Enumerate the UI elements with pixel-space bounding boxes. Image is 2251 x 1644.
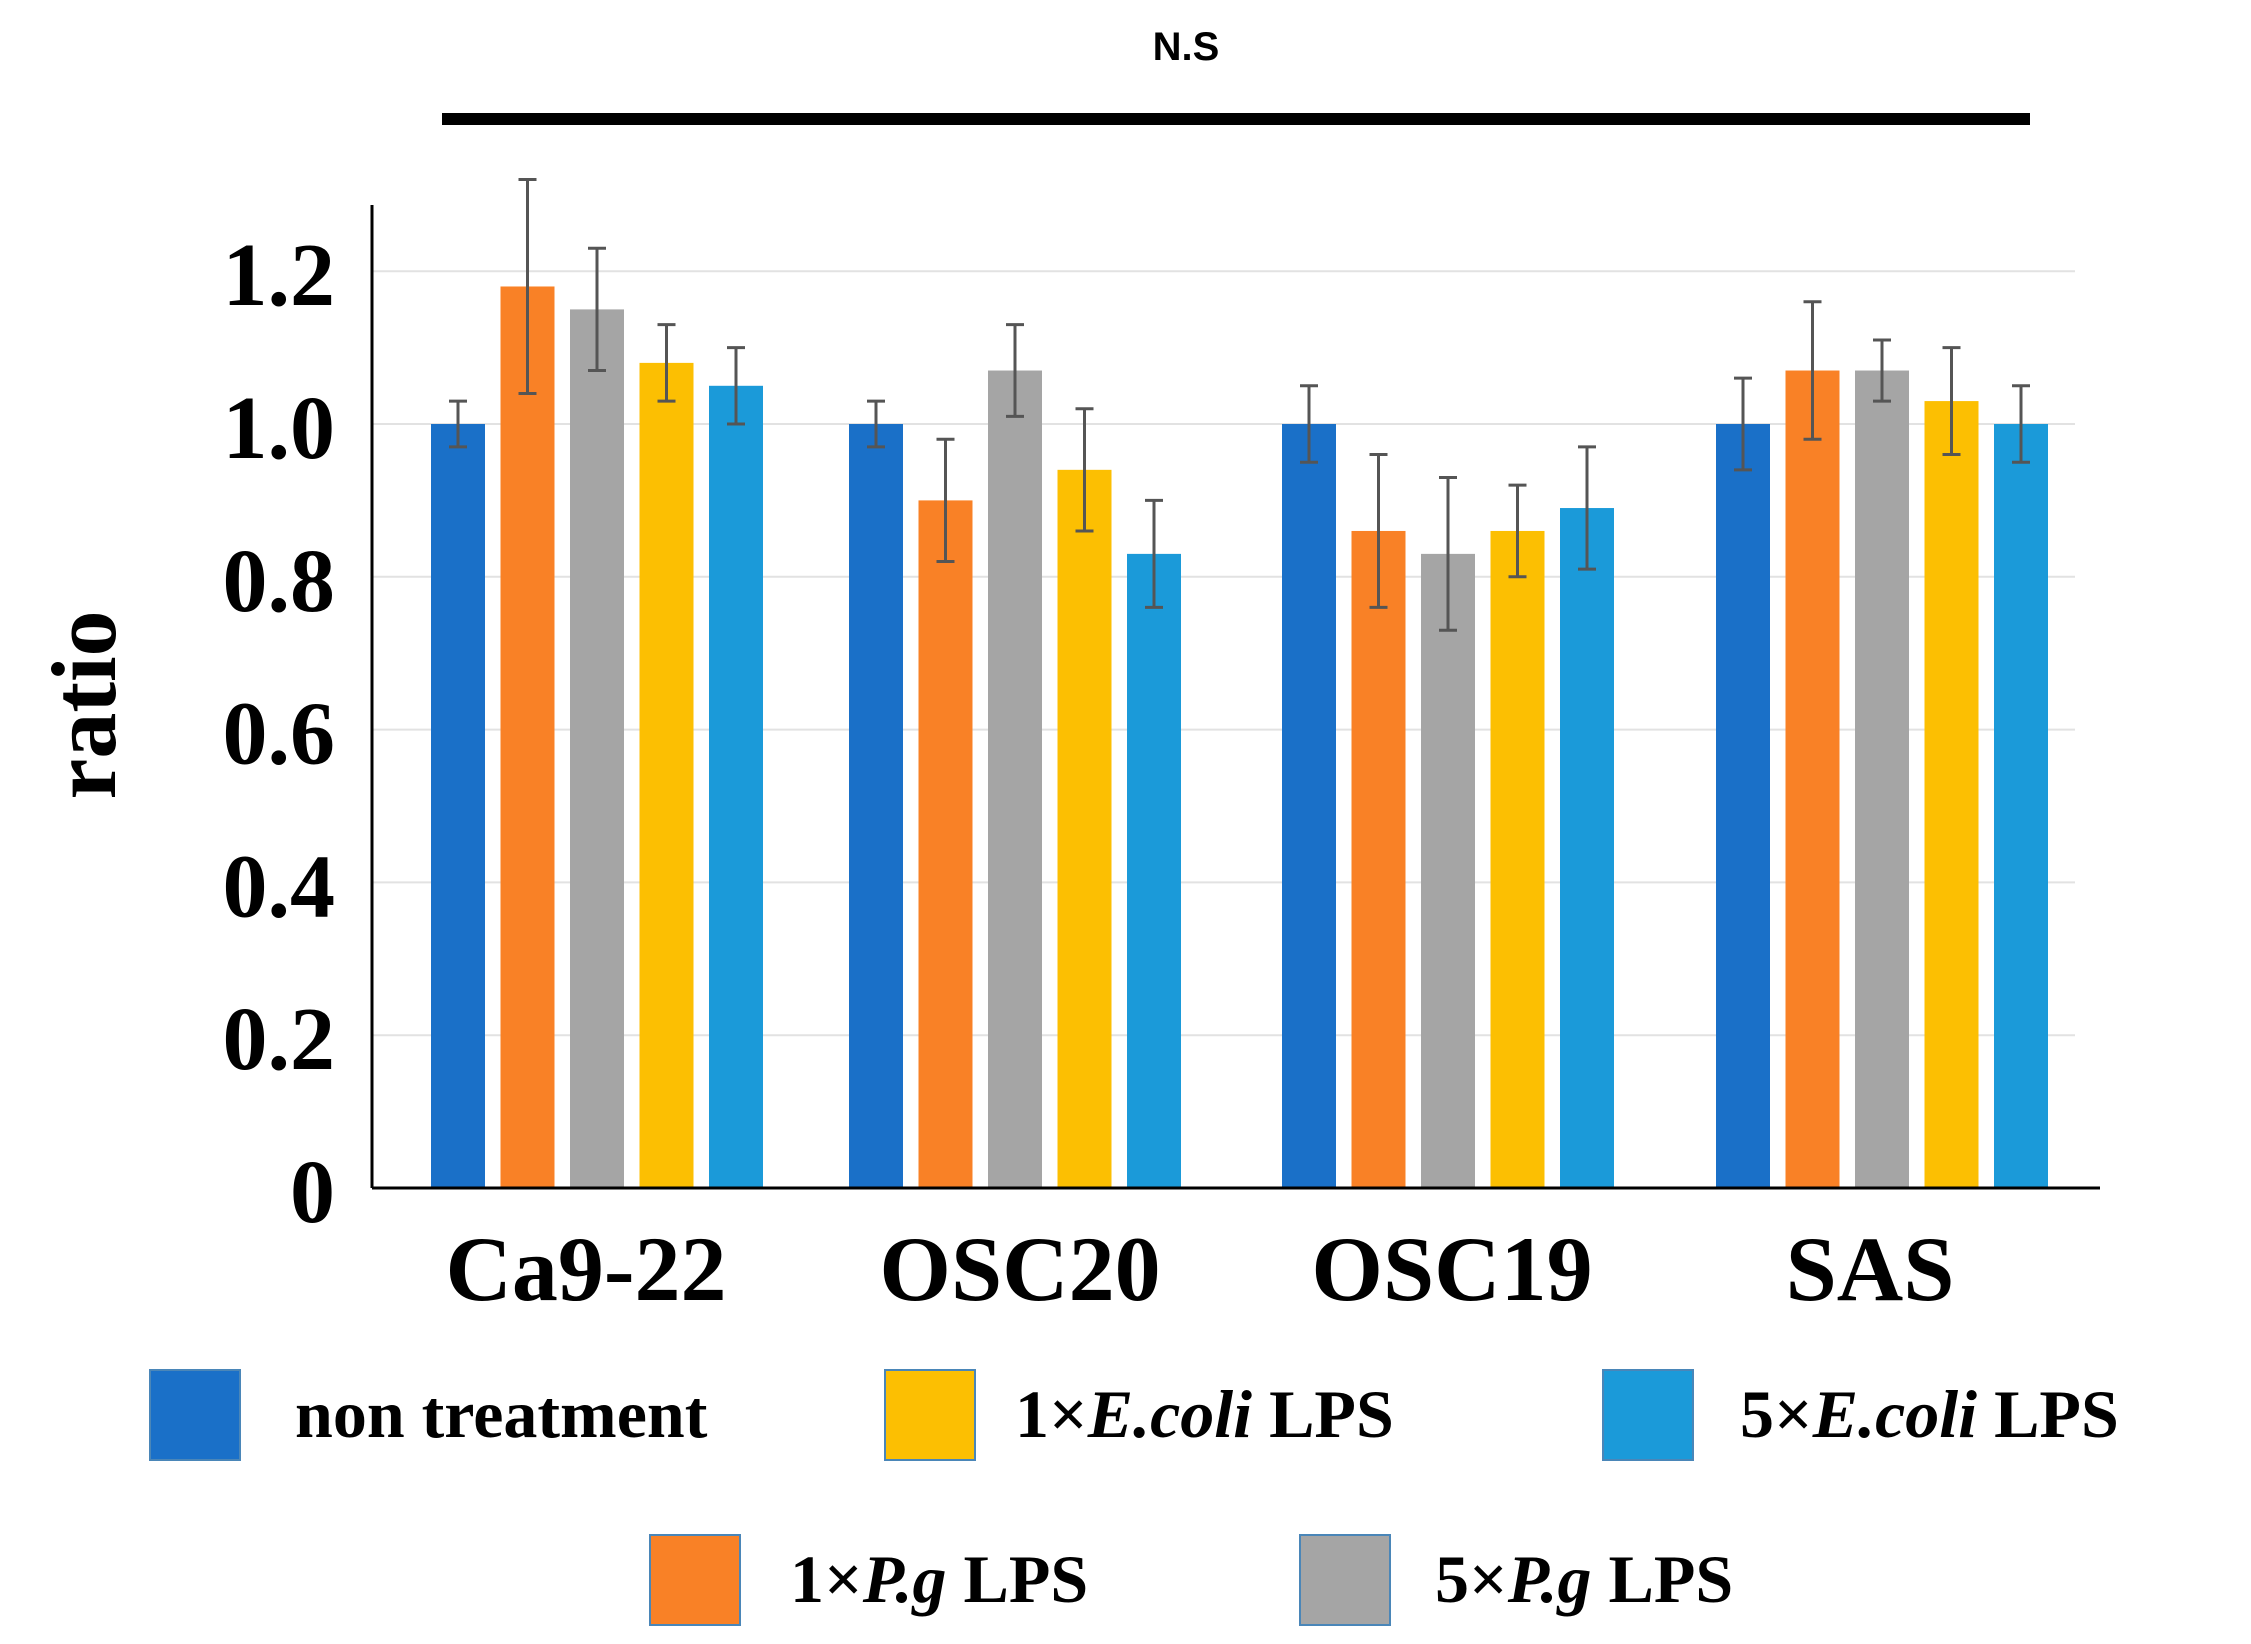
y-tick-label: 0: [290, 1143, 335, 1242]
legend: non treatment 1×E.coli LPS 5×E.coli LPS1×P…: [149, 1369, 2119, 1626]
legend-label-prefix: 5×: [1435, 1541, 1508, 1617]
y-tick-label: 0.2: [223, 990, 336, 1089]
bar: [500, 286, 555, 1189]
legend-swatch: [149, 1369, 241, 1461]
bar: [1785, 370, 1840, 1188]
legend-label-italic: E.coli: [1087, 1376, 1252, 1452]
y-tick-label: 1.0: [223, 379, 336, 478]
bar: [639, 362, 694, 1188]
axes: [370, 205, 2100, 1190]
significance-annotation: N.S: [442, 25, 2030, 125]
legend-label-prefix: 1×: [790, 1541, 863, 1617]
bar: [1282, 424, 1336, 1188]
legend-label-italic: E.coli: [1812, 1376, 1977, 1452]
legend-label-suffix: LPS: [1977, 1376, 2119, 1452]
legend-label: 1×E.coli LPS: [1015, 1376, 1394, 1452]
legend-label: non treatment: [295, 1376, 708, 1452]
bars: [431, 286, 2048, 1189]
legend-label-suffix: LPS: [1252, 1376, 1394, 1452]
legend-swatch: [649, 1534, 741, 1626]
bar: [1855, 370, 1909, 1188]
bar: [988, 370, 1042, 1188]
y-tick-label: 0.6: [223, 685, 336, 784]
bar: [1057, 469, 1112, 1189]
x-tick-labels: Ca9-22 OSC20 OSC19 SAS: [445, 1218, 1954, 1320]
x-tick-label: Ca9-22: [445, 1218, 726, 1320]
bar: [1421, 553, 1475, 1188]
x-tick-label: OSC20: [879, 1218, 1160, 1320]
legend-label-prefix: 5×: [1740, 1376, 1813, 1452]
legend-label-suffix: LPS: [1592, 1541, 1734, 1617]
x-tick-label: SAS: [1786, 1218, 1955, 1320]
bar: [1716, 424, 1770, 1188]
legend-label-prefix: non treatment: [295, 1376, 708, 1452]
bar: [1490, 530, 1545, 1188]
legend-swatch: [884, 1369, 976, 1461]
significance-label: N.S: [1153, 25, 1220, 69]
legend-label-italic: P.g: [1507, 1541, 1592, 1617]
y-tick-label: 0.8: [223, 532, 336, 631]
legend-label-suffix: LPS: [947, 1541, 1089, 1617]
y-tick-label: 1.2: [223, 226, 336, 325]
bar: [1994, 424, 2048, 1188]
bar: [1351, 530, 1406, 1188]
legend-swatch: [1602, 1369, 1694, 1461]
legend-label: 5×E.coli LPS: [1740, 1376, 2119, 1452]
legend-label-italic: P.g: [862, 1541, 947, 1617]
legend-label: 5×P.g LPS: [1435, 1541, 1733, 1617]
bar: [570, 309, 624, 1188]
x-tick-label: OSC19: [1311, 1218, 1592, 1320]
legend-swatch: [1299, 1534, 1391, 1626]
bar: [709, 385, 763, 1188]
bar: [431, 424, 485, 1188]
legend-label-prefix: 1×: [1015, 1376, 1088, 1452]
bar: [849, 424, 903, 1188]
bar: [1560, 508, 1614, 1188]
legend-label: 1×P.g LPS: [790, 1541, 1088, 1617]
y-tick-label: 0.4: [223, 837, 336, 936]
y-axis-label: ratio: [33, 610, 135, 799]
bar: [1127, 553, 1181, 1188]
bar: [918, 500, 973, 1188]
y-tick-labels: 0 0.2 0.4 0.6 0.8 1.0 1.2: [223, 226, 336, 1242]
bar: [1924, 401, 1979, 1189]
error-bars: [449, 178, 2030, 632]
